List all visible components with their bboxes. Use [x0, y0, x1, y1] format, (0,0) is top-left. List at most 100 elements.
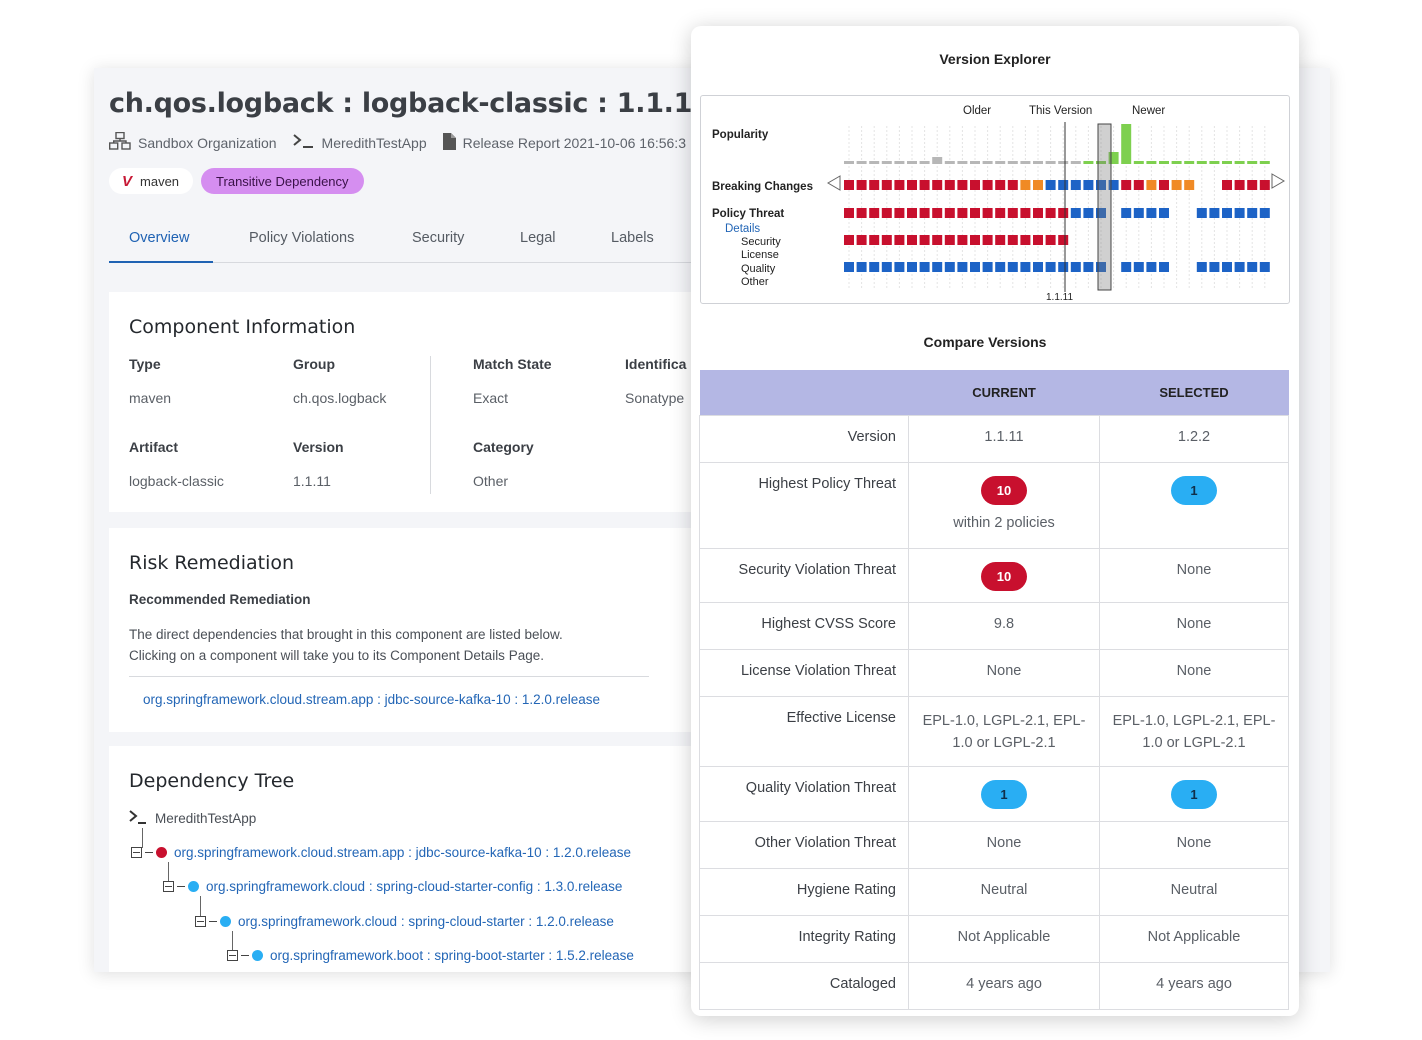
tab-security[interactable]: Security: [412, 230, 465, 246]
newer-label: Newer: [1132, 105, 1165, 117]
other-threat-cell: [982, 262, 993, 272]
breadcrumb-report[interactable]: Release Report 2021-10-06 16:56:3: [462, 134, 686, 151]
policy-threat-cell: [1159, 208, 1169, 218]
collapse-icon[interactable]: [227, 950, 238, 961]
breaking-change-cell: [1247, 180, 1258, 190]
breaking-change-cell: [982, 180, 993, 190]
tree-node-label[interactable]: org.springframework.cloud.stream.app : j…: [174, 845, 631, 860]
other-threat-cell: [970, 262, 980, 272]
tree-node[interactable]: org.springframework.cloud : spring-cloud…: [163, 879, 622, 894]
other-threat-cell: [1007, 262, 1018, 272]
popularity-bar: [1058, 161, 1069, 164]
collapse-icon[interactable]: [131, 847, 142, 858]
tab-policy-violations[interactable]: Policy Violations: [249, 230, 355, 246]
tree-node-label[interactable]: org.springframework.boot : spring-boot-s…: [270, 948, 634, 963]
policy-threat-label: Policy Threat: [712, 208, 784, 220]
version-explorer-title: Version Explorer: [939, 51, 1051, 67]
popularity-bar: [1247, 161, 1258, 164]
collapse-icon[interactable]: [195, 916, 206, 927]
tree-root-label: MeredithTestApp: [155, 811, 257, 826]
artifact-value: logback-classic: [129, 473, 224, 489]
popularity-bar: [1096, 161, 1106, 164]
popularity-bar: [1033, 161, 1043, 164]
format-badge: V maven: [109, 168, 194, 194]
popularity-bar: [1007, 161, 1018, 164]
security-threat-cell: [982, 235, 993, 245]
version-explorer-panel: Version Explorer Older This Version Newe…: [691, 26, 1299, 1016]
tree-node[interactable]: org.springframework.boot : spring-boot-s…: [227, 948, 634, 963]
type-label: Type: [129, 356, 161, 372]
current-version-cell: 1.1.11: [908, 414, 1100, 463]
selected-version-cell: 1.2.2: [1099, 414, 1289, 463]
breaking-change-cell: [1083, 180, 1094, 190]
other-threat-cell: [1146, 262, 1157, 272]
breaking-change-cell: [907, 180, 917, 190]
version-explorer-chart[interactable]: Older This Version Newer Popularity Brea…: [700, 95, 1290, 304]
selected-policy-threat-cell: 1: [1099, 461, 1289, 549]
policy-threat-cell: [995, 208, 1006, 218]
popularity-bar: [982, 161, 993, 164]
scroll-left-icon[interactable]: [827, 175, 841, 191]
security-threat-cell: [894, 235, 905, 245]
selected-license-threat-cell: None: [1099, 648, 1289, 697]
tab-overview[interactable]: Overview: [129, 230, 190, 246]
type-value: maven: [129, 390, 172, 406]
popularity-bar: [1146, 161, 1157, 164]
popularity-bar: [1133, 161, 1144, 164]
other-threat-cell: [957, 262, 968, 272]
remediation-text-2: Clicking on a component will take you to…: [129, 648, 544, 663]
current-security-cell: 10: [908, 547, 1100, 603]
tree-node[interactable]: org.springframework.cloud.stream.app : j…: [131, 845, 631, 860]
license-label: License: [741, 249, 779, 261]
report-icon: [442, 132, 456, 153]
popularity-bar: [919, 161, 930, 164]
other-label: Other: [741, 276, 769, 288]
breaking-change-cell: [1259, 180, 1270, 190]
scroll-right-icon[interactable]: [1271, 173, 1285, 189]
policy-threat-cell: [1234, 208, 1245, 218]
policy-threat-cell: [982, 208, 993, 218]
breadcrumb-app[interactable]: MeredithTestApp: [321, 134, 427, 151]
breaking-change-cell: [1133, 180, 1144, 190]
breadcrumb-org[interactable]: Sandbox Organization: [138, 134, 277, 151]
table-row: Hygiene Rating Neutral Neutral: [699, 867, 1289, 916]
other-threat-cell: [932, 262, 943, 272]
breaking-change-cell: [844, 180, 854, 190]
organization-icon: [108, 131, 131, 153]
policy-threat-cell: [957, 208, 968, 218]
other-threat-cell: [944, 262, 955, 272]
tree-connector: [200, 896, 201, 916]
breaking-change-cell: [1234, 180, 1245, 190]
other-threat-cell: [856, 262, 867, 272]
row-label: Hygiene Rating: [699, 867, 909, 916]
popularity-bar: [995, 161, 1006, 164]
selected-version-box[interactable]: [1097, 123, 1112, 291]
breaking-change-cell: [1007, 180, 1018, 190]
table-row: License Violation Threat None None: [699, 648, 1289, 697]
threat-dot-icon: [252, 950, 263, 961]
tree-node-label[interactable]: org.springframework.cloud : spring-cloud…: [206, 879, 623, 894]
security-threat-cell: [932, 235, 943, 245]
format-badge-label: maven: [140, 173, 180, 189]
popularity-bar: [1070, 161, 1081, 164]
popularity-bar: [932, 157, 943, 164]
tab-legal[interactable]: Legal: [520, 230, 556, 246]
tab-labels[interactable]: Labels: [611, 230, 654, 246]
details-link[interactable]: Details: [725, 223, 760, 235]
other-threat-cell: [1070, 262, 1081, 272]
collapse-icon[interactable]: [163, 881, 174, 892]
tree-node[interactable]: org.springframework.cloud : spring-cloud…: [195, 914, 614, 929]
version-value: 1.1.11: [293, 473, 331, 489]
direct-dependency-link[interactable]: org.springframework.cloud.stream.app : j…: [143, 692, 600, 707]
table-row: Effective License EPL-1.0, LGPL-2.1, EPL…: [699, 695, 1289, 767]
policy-threat-cell: [894, 208, 905, 218]
selected-cataloged-cell: 4 years ago: [1099, 961, 1289, 1010]
table-header-row: CURRENT SELECTED: [699, 370, 1289, 415]
breaking-changes-label: Breaking Changes: [712, 181, 813, 193]
current-integrity-cell: Not Applicable: [908, 914, 1100, 963]
policy-threat-cell: [1096, 208, 1106, 218]
tree-connector: [168, 862, 169, 882]
remediation-text-1: The direct dependencies that brought in …: [129, 627, 563, 642]
tree-node-label[interactable]: org.springframework.cloud : spring-cloud…: [238, 914, 614, 929]
security-threat-cell: [919, 235, 930, 245]
